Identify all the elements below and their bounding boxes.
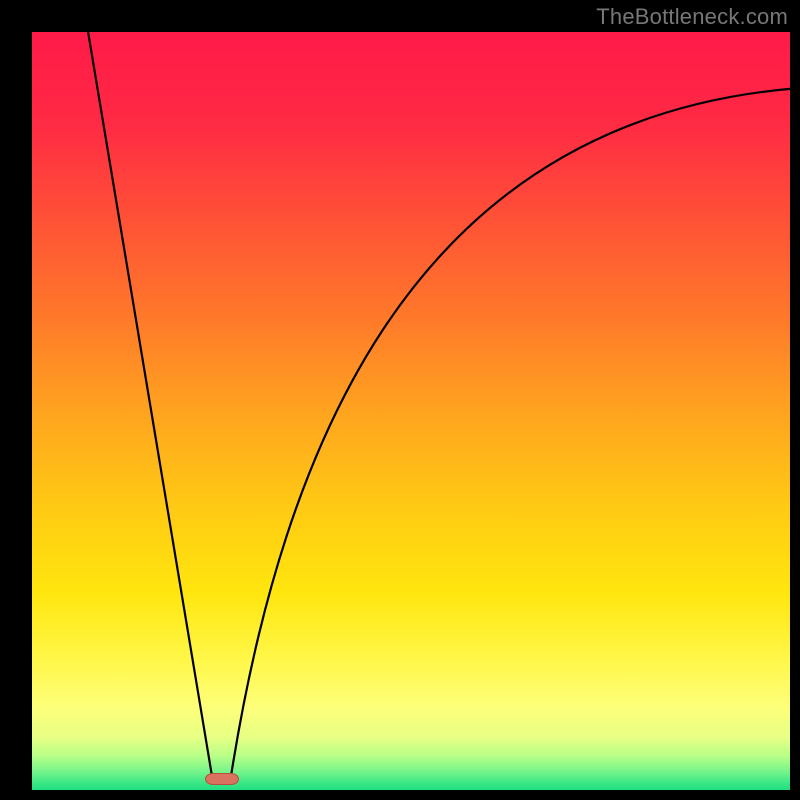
watermark-text: TheBottleneck.com — [596, 4, 788, 30]
valley-marker — [205, 773, 239, 785]
bottleneck-curve — [32, 32, 790, 790]
gradient-background — [32, 32, 790, 790]
chart-frame: TheBottleneck.com — [0, 0, 800, 800]
curve-right-branch — [231, 89, 790, 779]
curve-left-branch — [88, 32, 212, 779]
plot-area — [32, 32, 790, 790]
